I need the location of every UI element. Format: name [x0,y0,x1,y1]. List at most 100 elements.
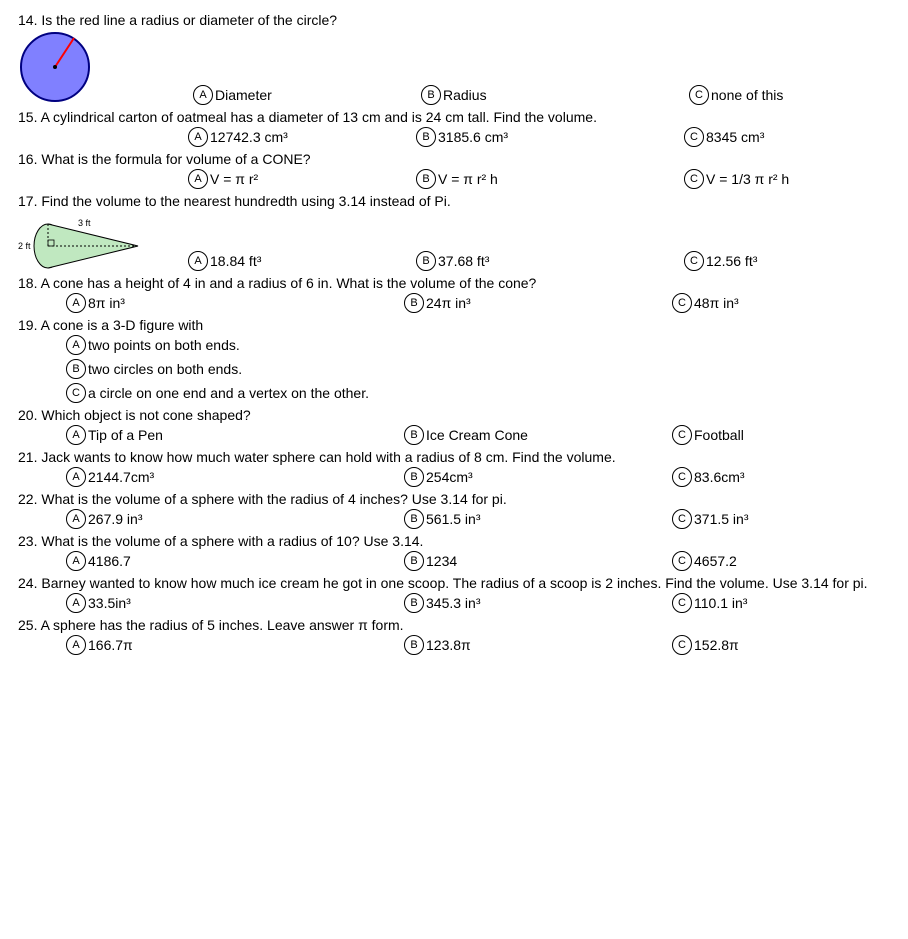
circle-figure [18,30,93,105]
q15-option-c[interactable]: C8345 cm³ [684,127,864,147]
q20-a-label: Tip of a Pen [88,427,163,443]
question-15-text: 15. A cylindrical carton of oatmeal has … [18,109,890,125]
cone-figure: 3 ft 2 ft [18,211,148,271]
q18-b-label: 24π in³ [426,295,471,311]
q23-c-label: 4657.2 [694,553,737,569]
question-22: 22. What is the volume of a sphere with … [18,491,890,529]
q23-a-label: 4186.7 [88,553,131,569]
q22-option-a[interactable]: A267.9 in³ [66,509,396,529]
q21-b-label: 254cm³ [426,469,473,485]
question-16: 16. What is the formula for volume of a … [18,151,890,189]
choice-letter-b: B [404,635,424,655]
q17-option-c[interactable]: C12.56 ft³ [684,251,757,271]
choice-letter-a: A [66,467,86,487]
choice-letter-b: B [404,467,424,487]
choice-letter-c: C [672,635,692,655]
q25-option-b[interactable]: B123.8π [404,635,664,655]
choice-letter-b: B [404,551,424,571]
q19-b-label: two circles on both ends. [88,361,242,377]
q15-option-b[interactable]: B3185.6 cm³ [416,127,676,147]
choice-letter-a: A [66,551,86,571]
question-24-text: 24. Barney wanted to know how much ice c… [18,575,890,591]
q19-option-c[interactable]: Ca circle on one end and a vertex on the… [66,383,882,403]
q15-b-label: 3185.6 cm³ [438,129,508,145]
q24-option-b[interactable]: B345.3 in³ [404,593,664,613]
q16-option-c[interactable]: CV = 1/3 π r² h [684,169,864,189]
question-17: 17. Find the volume to the nearest hundr… [18,193,890,271]
q24-c-label: 110.1 in³ [694,595,747,611]
choice-letter-c: C [684,169,704,189]
choice-letter-a: A [188,169,208,189]
choice-letter-a: A [66,425,86,445]
q22-a-label: 267.9 in³ [88,511,142,527]
cone-label-3ft: 3 ft [78,218,91,228]
q18-option-c[interactable]: C48π in³ [672,293,852,313]
question-19-text: 19. A cone is a 3-D figure with [18,317,890,333]
question-24: 24. Barney wanted to know how much ice c… [18,575,890,613]
q17-option-a[interactable]: A18.84 ft³ [188,251,408,271]
q15-c-label: 8345 cm³ [706,129,764,145]
q22-b-label: 561.5 in³ [426,511,480,527]
q19-option-a[interactable]: Atwo points on both ends. [66,335,882,355]
q21-c-label: 83.6cm³ [694,469,745,485]
choice-letter-a: A [66,509,86,529]
q16-option-b[interactable]: BV = π r² h [416,169,676,189]
q14-option-b[interactable]: B Radius [421,85,681,105]
question-23-text: 23. What is the volume of a sphere with … [18,533,890,549]
q18-option-a[interactable]: A8π in³ [66,293,396,313]
choice-letter-c: C [672,551,692,571]
q17-c-label: 12.56 ft³ [706,253,757,269]
q23-option-b[interactable]: B1234 [404,551,664,571]
q24-option-c[interactable]: C110.1 in³ [672,593,852,613]
q25-option-a[interactable]: A166.7π [66,635,396,655]
q20-option-a[interactable]: ATip of a Pen [66,425,396,445]
choice-letter-c: C [684,127,704,147]
q25-option-c[interactable]: C152.8π [672,635,852,655]
q19-a-label: two points on both ends. [88,337,240,353]
question-25: 25. A sphere has the radius of 5 inches.… [18,617,890,655]
question-18-text: 18. A cone has a height of 4 in and a ra… [18,275,890,291]
choice-letter-b: B [404,425,424,445]
q21-option-a[interactable]: A2144.7cm³ [66,467,396,487]
q25-a-label: 166.7π [88,637,133,653]
q21-option-b[interactable]: B254cm³ [404,467,664,487]
q23-option-c[interactable]: C4657.2 [672,551,852,571]
q18-option-b[interactable]: B24π in³ [404,293,664,313]
question-19: 19. A cone is a 3-D figure with Atwo poi… [18,317,890,403]
q14-option-a[interactable]: A Diameter [193,85,413,105]
choice-letter-b: B [421,85,441,105]
question-14: 14. Is the red line a radius or diameter… [18,12,890,105]
question-23: 23. What is the volume of a sphere with … [18,533,890,571]
q22-option-c[interactable]: C371.5 in³ [672,509,852,529]
q24-option-a[interactable]: A33.5in³ [66,593,396,613]
choice-letter-c: C [672,593,692,613]
q23-option-a[interactable]: A4186.7 [66,551,396,571]
q17-option-b[interactable]: B37.68 ft³ [416,251,676,271]
q18-a-label: 8π in³ [88,295,125,311]
choice-letter-b: B [404,509,424,529]
choice-letter-b: B [416,251,436,271]
question-18: 18. A cone has a height of 4 in and a ra… [18,275,890,313]
q21-option-c[interactable]: C83.6cm³ [672,467,852,487]
q15-option-a[interactable]: A12742.3 cm³ [188,127,408,147]
choice-letter-b: B [66,359,86,379]
choice-letter-a: A [66,593,86,613]
q14-option-c[interactable]: C none of this [689,85,783,105]
q20-option-c[interactable]: CFootball [672,425,852,445]
question-15: 15. A cylindrical carton of oatmeal has … [18,109,890,147]
q22-option-b[interactable]: B561.5 in³ [404,509,664,529]
q17-a-label: 18.84 ft³ [210,253,261,269]
q19-option-b[interactable]: Btwo circles on both ends. [66,359,882,379]
q16-c-label: V = 1/3 π r² h [706,171,789,187]
q20-option-b[interactable]: BIce Cream Cone [404,425,664,445]
choice-letter-a: A [66,293,86,313]
q14-b-label: Radius [443,87,487,103]
q18-c-label: 48π in³ [694,295,739,311]
question-21-text: 21. Jack wants to know how much water sp… [18,449,890,465]
question-20-text: 20. Which object is not cone shaped? [18,407,890,423]
q16-a-label: V = π r² [210,171,258,187]
choice-letter-c: C [672,509,692,529]
q22-c-label: 371.5 in³ [694,511,748,527]
q16-option-a[interactable]: AV = π r² [188,169,408,189]
question-14-text: 14. Is the red line a radius or diameter… [18,12,890,28]
